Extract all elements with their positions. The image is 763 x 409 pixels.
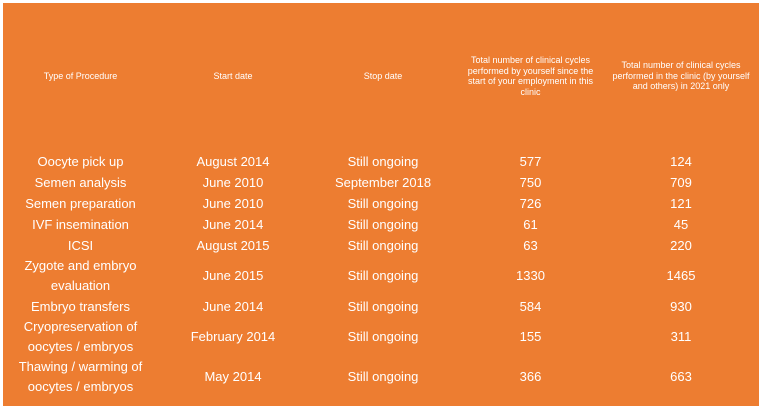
start-date-cell: June 2014 xyxy=(202,216,264,232)
table-row: Cryopreservation of oocytes / embryos Fe… xyxy=(3,317,759,357)
own-cycles-cell: 726 xyxy=(519,195,542,211)
start-date-cell: May 2014 xyxy=(204,369,262,384)
procedure-cell: Semen analysis xyxy=(34,174,127,190)
table-row: Zygote and embryo evaluation June 2015 S… xyxy=(3,256,759,296)
own-cycles-cell: 750 xyxy=(519,174,542,190)
stop-date-cell: Still ongoing xyxy=(347,216,419,232)
start-date-cell: August 2015 xyxy=(196,237,270,253)
own-cycles-cell: 61 xyxy=(523,216,538,232)
table-row: Semen analysis June 2010 September 2018 … xyxy=(3,172,759,193)
header-start-date: Start date xyxy=(213,70,253,81)
table-row: IVF insemination June 2014 Still ongoing… xyxy=(3,214,759,235)
clinic-cycles-cell: 663 xyxy=(670,369,692,384)
start-date-cell: August 2014 xyxy=(196,153,270,169)
own-cycles-cell: 1330 xyxy=(516,268,545,283)
own-cycles-cell: 63 xyxy=(523,237,538,253)
stop-date-cell: Still ongoing xyxy=(347,369,419,384)
header-type-of-procedure: Type of Procedure xyxy=(43,70,118,81)
procedure-cell: Embryo transfers xyxy=(31,298,130,314)
procedure-cell: Cryopreservation of oocytes / embryos xyxy=(23,319,138,354)
clinic-cycles-cell: 1465 xyxy=(666,268,696,283)
own-cycles-cell: 577 xyxy=(519,153,542,169)
clinic-cycles-cell: 124 xyxy=(670,153,692,169)
start-date-cell: June 2010 xyxy=(202,195,264,211)
stop-date-cell: Still ongoing xyxy=(347,153,419,169)
start-date-cell: February 2014 xyxy=(190,329,276,344)
clinic-cycles-cell: 930 xyxy=(670,298,692,314)
table-row: Embryo transfers June 2014 Still ongoing… xyxy=(3,296,759,317)
procedure-cell: Zygote and embryo evaluation xyxy=(24,258,137,293)
stop-date-cell: Still ongoing xyxy=(347,298,419,314)
table-row: Oocyte pick up August 2014 Still ongoing… xyxy=(3,149,759,172)
procedure-cell: Oocyte pick up xyxy=(37,153,124,169)
own-cycles-cell: 366 xyxy=(519,369,542,384)
table-row: Semen preparation June 2010 Still ongoin… xyxy=(3,193,759,214)
header-total-cycles-by-yourself: Total number of clinical cycles performe… xyxy=(467,55,594,97)
clinic-cycles-cell: 311 xyxy=(670,329,692,344)
table-row: ICSI August 2015 Still ongoing 63 220 xyxy=(3,235,759,256)
table-row: Thawing / warming of oocytes / embryos M… xyxy=(3,357,759,397)
clinic-cycles-cell: 709 xyxy=(670,174,692,190)
stop-date-cell: Still ongoing xyxy=(347,268,419,283)
header-stop-date: Stop date xyxy=(363,70,403,81)
own-cycles-cell: 155 xyxy=(519,329,542,344)
header-total-cycles-clinic-2021: Total number of clinical cycles performe… xyxy=(612,60,750,92)
procedure-cell: Semen preparation xyxy=(25,195,136,211)
procedure-cell: Thawing / warming of oocytes / embryos xyxy=(18,359,143,394)
procedures-panel: Type of Procedure Start date Stop date T… xyxy=(3,3,759,406)
start-date-cell: June 2010 xyxy=(202,174,264,190)
stop-date-cell: Still ongoing xyxy=(347,195,419,211)
own-cycles-cell: 584 xyxy=(519,298,542,314)
stop-date-cell: September 2018 xyxy=(334,174,432,190)
start-date-cell: June 2015 xyxy=(202,268,264,283)
stop-date-cell: Still ongoing xyxy=(347,237,419,253)
procedure-cell: ICSI xyxy=(67,237,94,253)
clinic-cycles-cell: 45 xyxy=(673,216,689,232)
procedures-table: Type of Procedure Start date Stop date T… xyxy=(3,3,759,397)
header-row: Type of Procedure Start date Stop date T… xyxy=(3,3,759,149)
stop-date-cell: Still ongoing xyxy=(347,329,419,344)
clinic-cycles-cell: 220 xyxy=(670,237,692,253)
procedure-cell: IVF insemination xyxy=(32,216,129,232)
start-date-cell: June 2014 xyxy=(202,298,264,314)
clinic-cycles-cell: 121 xyxy=(670,195,692,211)
